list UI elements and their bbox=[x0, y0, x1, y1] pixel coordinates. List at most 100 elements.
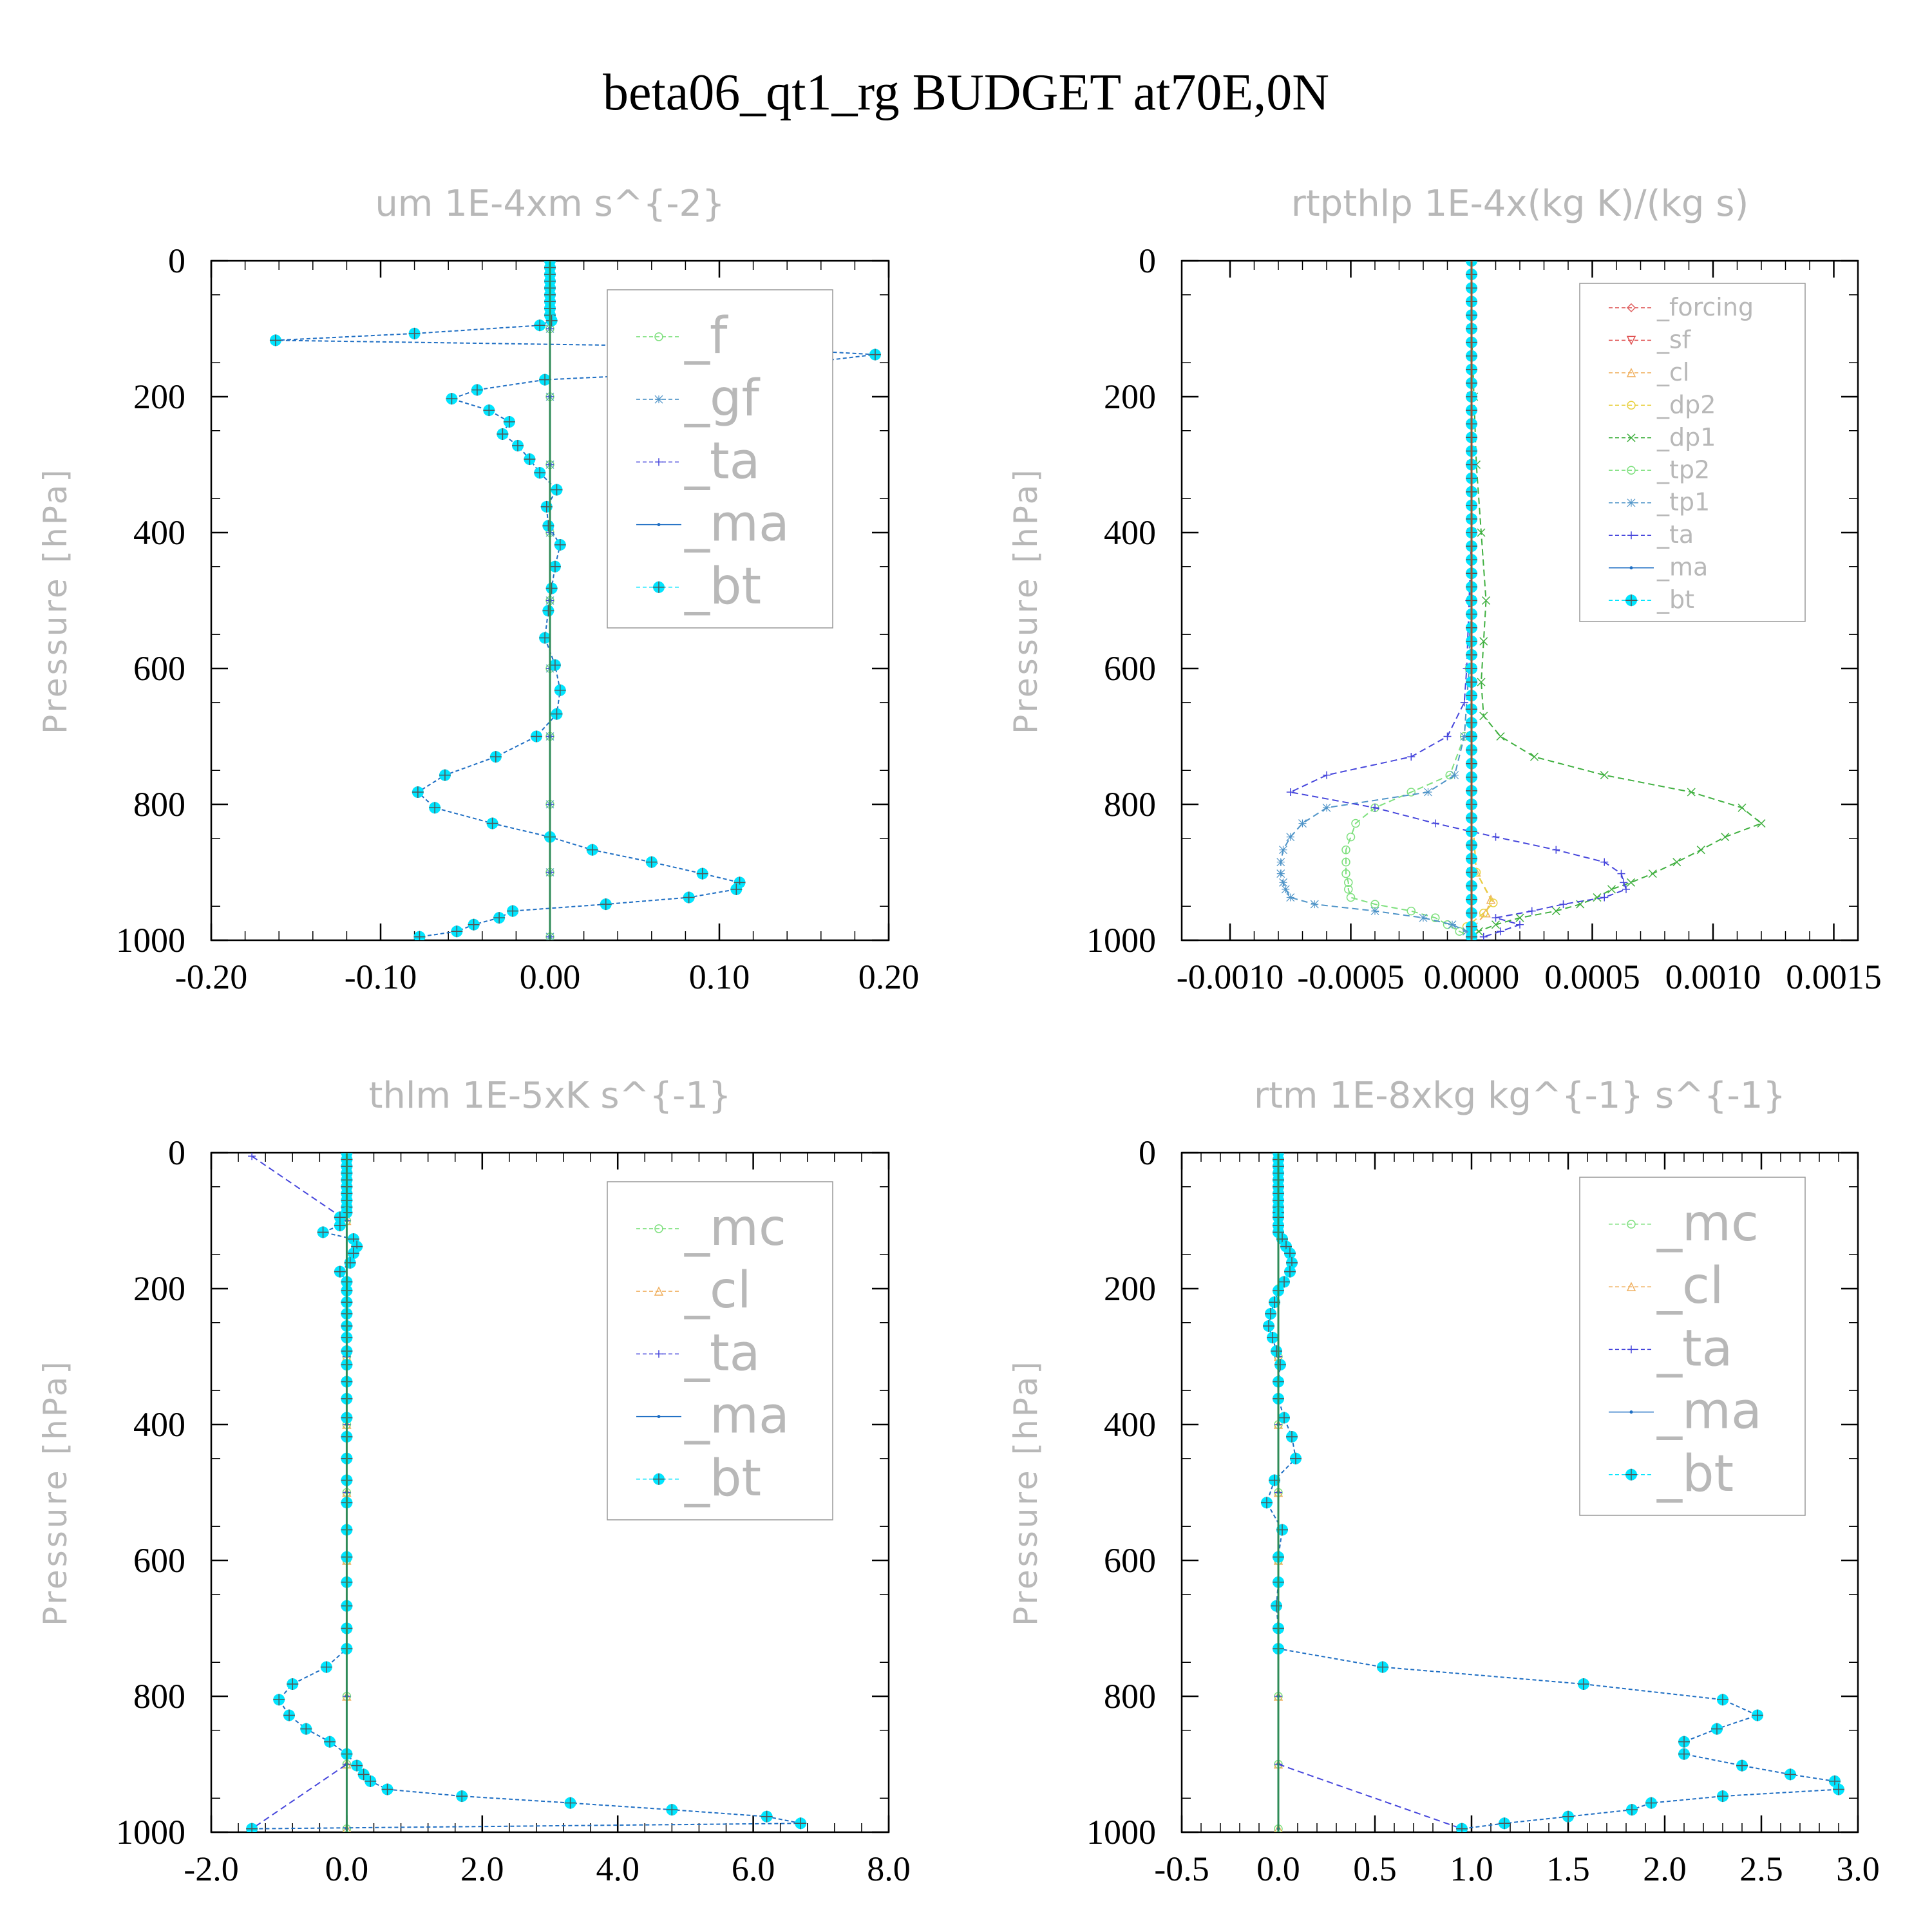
series-line-tp2 bbox=[1345, 261, 1472, 938]
point-star bbox=[1276, 869, 1285, 878]
panel-title: rtpthlp 1E-4x(kg K)/(kg s) bbox=[1291, 183, 1749, 225]
point-cross bbox=[1687, 788, 1696, 797]
point-plus bbox=[655, 458, 663, 466]
y-tick-label: 400 bbox=[1104, 513, 1156, 552]
point-circle bbox=[654, 1224, 663, 1233]
legend-label: _forcing bbox=[1656, 293, 1754, 321]
point-plus bbox=[1443, 732, 1452, 741]
y-tick-label: 800 bbox=[1104, 1677, 1156, 1716]
legend-label: _ma bbox=[1656, 553, 1708, 582]
legend-label: _bt bbox=[684, 558, 761, 616]
point-circle bbox=[1406, 788, 1416, 797]
point-plus bbox=[1479, 933, 1488, 940]
y-tick-label: 600 bbox=[133, 649, 185, 688]
y-tick-label: 600 bbox=[1104, 1541, 1156, 1580]
legend-label: _cl bbox=[1656, 358, 1689, 386]
legend-label: _tp1 bbox=[1656, 488, 1710, 516]
y-tick-label: 400 bbox=[1104, 1405, 1156, 1444]
point-cross bbox=[1496, 732, 1505, 741]
point-plus bbox=[1323, 771, 1331, 779]
point-cross bbox=[1593, 893, 1602, 902]
y-tick-label: 0 bbox=[1139, 242, 1156, 280]
point-plus bbox=[1492, 914, 1500, 922]
point-star bbox=[1279, 846, 1287, 855]
series-line-ta bbox=[251, 1155, 348, 1830]
point-plus bbox=[1552, 846, 1560, 854]
point-plus bbox=[1528, 907, 1536, 915]
point-triangle bbox=[342, 1824, 351, 1832]
point-star bbox=[1370, 907, 1379, 916]
point-star bbox=[1281, 885, 1290, 894]
legend-label: _ma bbox=[684, 1387, 790, 1445]
x-tick-label: 0.0 bbox=[1256, 1850, 1300, 1888]
legend: _mc_cl_ta_ma_bt bbox=[607, 1181, 833, 1520]
point-cross bbox=[1479, 712, 1488, 721]
point-circle bbox=[1489, 898, 1498, 907]
point-triangle bbox=[1626, 368, 1636, 377]
x-tick-label: -0.20 bbox=[175, 958, 247, 996]
point-dot bbox=[1629, 566, 1633, 570]
point-triangle bbox=[1274, 1824, 1283, 1832]
x-tick-label: 2.5 bbox=[1739, 1850, 1783, 1888]
x-tick-label: 3.0 bbox=[1836, 1850, 1880, 1888]
legend-label: _tp2 bbox=[1656, 455, 1710, 484]
y-tick-label: 600 bbox=[1104, 649, 1156, 688]
point-plus bbox=[1600, 858, 1609, 866]
legend-label: _mc bbox=[684, 1199, 786, 1257]
point-plus bbox=[1627, 531, 1635, 540]
point-cross bbox=[1551, 907, 1560, 916]
x-tick-label: 1.0 bbox=[1450, 1850, 1493, 1888]
legend-label: _sf bbox=[1656, 325, 1692, 354]
point-plus bbox=[1516, 920, 1524, 929]
point-plus bbox=[1497, 927, 1504, 936]
point-circle bbox=[1344, 878, 1353, 887]
y-tick-label: 200 bbox=[1104, 1269, 1156, 1308]
panel-title: um 1E-4xm s^{-2} bbox=[375, 183, 724, 225]
series-group bbox=[1276, 261, 1766, 940]
point-cross bbox=[1721, 833, 1730, 842]
point-dot bbox=[657, 523, 661, 527]
point-star bbox=[1279, 878, 1287, 887]
x-tick-label: 0.20 bbox=[858, 958, 920, 996]
x-tick-label: -0.10 bbox=[345, 958, 417, 996]
x-tick-label: -0.5 bbox=[1154, 1850, 1209, 1888]
x-tick-label: 8.0 bbox=[867, 1850, 911, 1888]
legend-label: _dp1 bbox=[1656, 423, 1716, 451]
legend-label: _ta bbox=[684, 432, 760, 490]
point-plus bbox=[1371, 804, 1379, 812]
figure-title: beta06_qt1_rg BUDGET at70E,0N bbox=[603, 64, 1329, 121]
series-line-ta bbox=[1288, 261, 1627, 938]
x-tick-label: 0.5 bbox=[1353, 1850, 1397, 1888]
point-star bbox=[654, 395, 663, 404]
point-plus bbox=[1460, 698, 1468, 706]
point-star bbox=[1460, 732, 1469, 741]
point-plus bbox=[1622, 885, 1630, 893]
legend: _mc_cl_ta_ma_bt bbox=[1579, 1177, 1806, 1516]
y-tick-label: 200 bbox=[133, 377, 185, 416]
point-circle bbox=[1346, 893, 1356, 902]
y-tick-label: 400 bbox=[133, 513, 185, 552]
point-circle bbox=[1406, 906, 1416, 916]
panel-title: rtm 1E-8xkg kg^{-1} s^{-1} bbox=[1254, 1075, 1786, 1117]
plot-frame bbox=[210, 1151, 890, 1833]
y-axis-label: Pressure [hPa] bbox=[1007, 467, 1045, 734]
point-circle bbox=[1341, 869, 1350, 878]
legend-label: _gf bbox=[684, 370, 761, 428]
point-circle bbox=[1431, 913, 1440, 922]
panels: um 1E-4xm s^{-2} Pressure [hPa] 0 200 400 600… bbox=[37, 183, 1882, 1888]
point-cross bbox=[1481, 596, 1491, 605]
point-dot bbox=[657, 1415, 661, 1419]
point-triangle-down bbox=[1626, 336, 1636, 346]
y-axis-label: Pressure [hPa] bbox=[37, 1359, 74, 1626]
point-circle bbox=[1341, 857, 1350, 867]
x-tick-label: 2.0 bbox=[460, 1850, 504, 1888]
point-cross bbox=[1648, 869, 1657, 878]
point-star bbox=[1424, 788, 1432, 797]
y-tick-label: 1000 bbox=[116, 1813, 185, 1852]
y-tick-label: 1000 bbox=[1086, 921, 1156, 960]
legend-box bbox=[1579, 283, 1806, 622]
legend-label: _ta bbox=[1656, 520, 1694, 549]
point-star bbox=[1463, 927, 1471, 936]
point-triangle bbox=[654, 1286, 664, 1296]
